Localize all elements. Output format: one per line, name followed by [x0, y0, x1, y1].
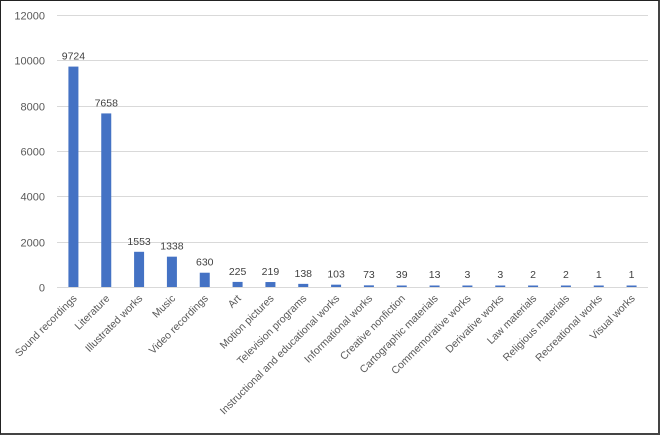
bar — [331, 284, 342, 287]
bar — [232, 281, 243, 287]
x-category-label: Music — [150, 293, 178, 321]
bar — [363, 285, 374, 287]
bar — [101, 113, 112, 287]
data-label: 3 — [464, 269, 470, 281]
data-label: 103 — [327, 269, 345, 281]
data-label: 219 — [262, 266, 280, 278]
data-label: 9724 — [62, 51, 86, 63]
x-category-label: Art — [226, 293, 244, 311]
y-tick-label: 6000 — [21, 147, 45, 159]
x-category-label: Derivative works — [443, 293, 506, 356]
bar — [495, 285, 506, 287]
bar — [462, 285, 473, 287]
data-label: 3 — [497, 269, 503, 281]
data-label: 138 — [294, 268, 312, 280]
data-labels: 9724 7658 1553 1338 630 225 219 138 103 73 39 13 3 3 2… — [62, 51, 635, 281]
bar — [199, 272, 210, 287]
x-category-label: Instructional and educational works — [218, 293, 342, 417]
x-category-label: Illustrated works — [83, 293, 145, 355]
y-tick-label: 4000 — [21, 192, 45, 204]
bars — [68, 66, 637, 288]
bar — [68, 66, 79, 288]
data-label: 39 — [396, 269, 408, 281]
data-label: 2 — [563, 269, 569, 281]
y-tick-label: 2000 — [21, 238, 45, 250]
bar — [626, 285, 637, 287]
data-label: 225 — [229, 266, 247, 278]
data-label: 13 — [429, 269, 441, 281]
data-label: 630 — [196, 257, 214, 269]
y-axis-ticks: 0 2000 4000 6000 8000 10000 12000 — [14, 11, 45, 295]
x-category-label: Video recordings — [147, 293, 211, 357]
data-label: 1338 — [160, 241, 184, 253]
x-category-label: Sound recordings — [13, 293, 80, 360]
data-label: 7658 — [95, 97, 119, 109]
y-tick-label: 10000 — [14, 56, 45, 68]
y-tick-label: 12000 — [14, 11, 45, 23]
data-label: 1553 — [127, 236, 151, 248]
bar — [396, 285, 407, 287]
bar — [298, 283, 309, 287]
bar — [429, 285, 440, 287]
bar — [528, 285, 539, 287]
data-label: 1 — [596, 269, 602, 281]
data-label: 73 — [363, 269, 375, 281]
bar — [560, 285, 571, 287]
data-label: 2 — [530, 269, 536, 281]
bar — [134, 251, 145, 287]
y-tick-label: 0 — [39, 283, 45, 295]
gridlines — [57, 15, 648, 288]
bar — [166, 256, 177, 287]
bar — [265, 282, 276, 287]
data-label: 1 — [629, 269, 635, 281]
bar — [593, 285, 604, 287]
y-tick-label: 8000 — [21, 102, 45, 114]
